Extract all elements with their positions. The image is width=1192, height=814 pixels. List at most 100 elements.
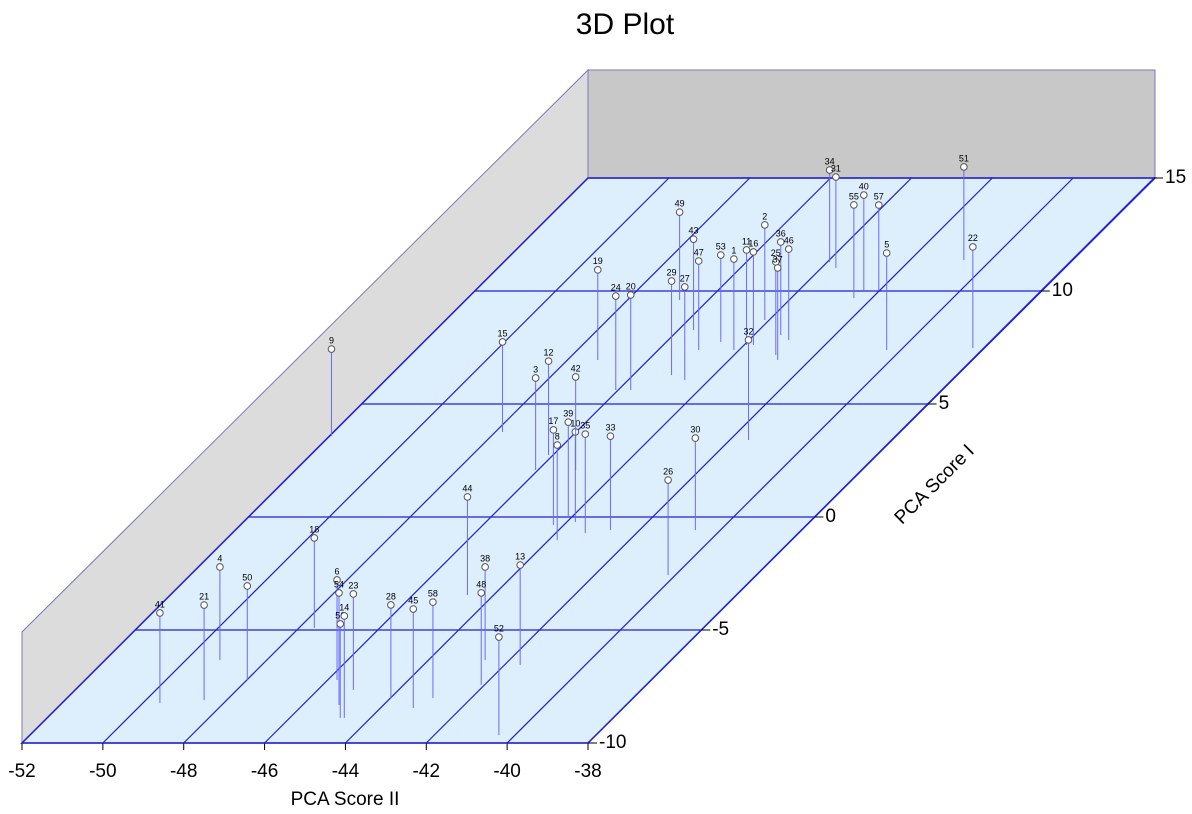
point-label: 1 xyxy=(731,245,736,255)
point-label: 5 xyxy=(884,239,889,249)
point-label: 22 xyxy=(968,233,978,243)
y-tick-label: 10 xyxy=(1052,280,1073,301)
point-label: 37 xyxy=(773,254,783,264)
point xyxy=(675,208,684,216)
point-label: 19 xyxy=(593,256,603,266)
point xyxy=(716,251,725,259)
point xyxy=(516,561,524,569)
point xyxy=(571,373,580,381)
point-label: 12 xyxy=(544,347,554,357)
point-label: 41 xyxy=(155,599,165,609)
point-label: 14 xyxy=(339,602,349,612)
point xyxy=(860,191,868,199)
point xyxy=(742,246,751,254)
point xyxy=(156,609,164,617)
grid-line xyxy=(102,177,670,744)
point-label: 47 xyxy=(694,247,704,257)
point xyxy=(564,418,573,426)
x-tick-label: -42 xyxy=(413,761,440,782)
point-label: 17 xyxy=(548,416,558,426)
point-label: 42 xyxy=(571,363,581,373)
point-label: 49 xyxy=(675,199,685,209)
point xyxy=(850,201,858,209)
y-tick-label: -10 xyxy=(599,732,626,753)
point-label: 53 xyxy=(716,241,726,251)
x-tick-label: -52 xyxy=(8,761,35,782)
point-label: 4 xyxy=(217,553,222,563)
point-label: 33 xyxy=(605,423,615,433)
x-tick-label: -50 xyxy=(89,761,116,782)
point-label: 16 xyxy=(748,238,758,248)
point-label: 20 xyxy=(626,281,636,291)
x-tick-label: -38 xyxy=(574,761,601,782)
point xyxy=(581,430,590,438)
point xyxy=(200,601,208,609)
point xyxy=(216,563,224,571)
point-label: 23 xyxy=(348,580,358,590)
point-label: 3 xyxy=(533,364,538,374)
point-label: 27 xyxy=(680,273,690,283)
point xyxy=(349,590,358,598)
point xyxy=(784,245,793,253)
point xyxy=(495,633,503,641)
point xyxy=(664,476,672,484)
point xyxy=(531,374,540,382)
point-label: 15 xyxy=(498,328,508,338)
y-tick-label: 5 xyxy=(939,393,950,414)
point-label: 26 xyxy=(663,466,673,476)
point xyxy=(761,221,769,229)
grid-line xyxy=(21,177,589,744)
point xyxy=(553,441,562,449)
point xyxy=(498,338,507,346)
y-tick-label: 0 xyxy=(825,506,836,527)
grid-line xyxy=(587,177,1155,744)
point-label: 45 xyxy=(408,595,418,605)
point xyxy=(327,345,336,353)
point xyxy=(689,235,698,243)
point-label: 21 xyxy=(199,591,209,601)
point-label: 32 xyxy=(743,326,753,336)
point-label: 58 xyxy=(428,588,438,598)
point-label: 34 xyxy=(825,156,835,166)
x-axis-label: PCA Score II xyxy=(291,789,400,810)
point-label: 8 xyxy=(555,431,560,441)
point-label: 46 xyxy=(784,235,794,245)
point xyxy=(744,336,753,344)
point-label: 30 xyxy=(690,424,700,434)
point-label: 25 xyxy=(771,248,781,258)
point-label: 13 xyxy=(515,551,525,561)
point-label: 48 xyxy=(476,579,486,589)
point-label: 44 xyxy=(462,483,472,493)
point xyxy=(333,576,341,584)
point-label: 2 xyxy=(762,211,767,221)
point-label: 29 xyxy=(667,267,677,277)
y-tick-label: -5 xyxy=(712,619,729,640)
x-tick-label: -40 xyxy=(493,761,520,782)
point-label: 36 xyxy=(776,228,786,238)
point-label: 52 xyxy=(494,623,504,633)
y-axis-label: PCA Score I xyxy=(891,441,979,529)
point xyxy=(730,255,738,263)
point-label: 18 xyxy=(309,524,319,534)
point xyxy=(832,173,840,181)
point-label: 24 xyxy=(611,282,621,292)
point-label: 55 xyxy=(849,191,859,201)
point xyxy=(825,166,834,174)
grid-line xyxy=(345,177,912,744)
point xyxy=(882,249,891,257)
point xyxy=(694,257,703,265)
point xyxy=(336,620,345,628)
point xyxy=(969,243,977,251)
point xyxy=(960,163,968,171)
grid-line xyxy=(183,177,751,744)
point xyxy=(874,201,883,209)
point-label: 51 xyxy=(959,153,969,163)
point xyxy=(606,432,615,440)
point xyxy=(749,248,758,256)
point xyxy=(243,582,252,590)
point xyxy=(680,283,689,291)
point xyxy=(667,277,676,285)
y-tick-label: 15 xyxy=(1165,167,1186,188)
point xyxy=(626,291,635,299)
